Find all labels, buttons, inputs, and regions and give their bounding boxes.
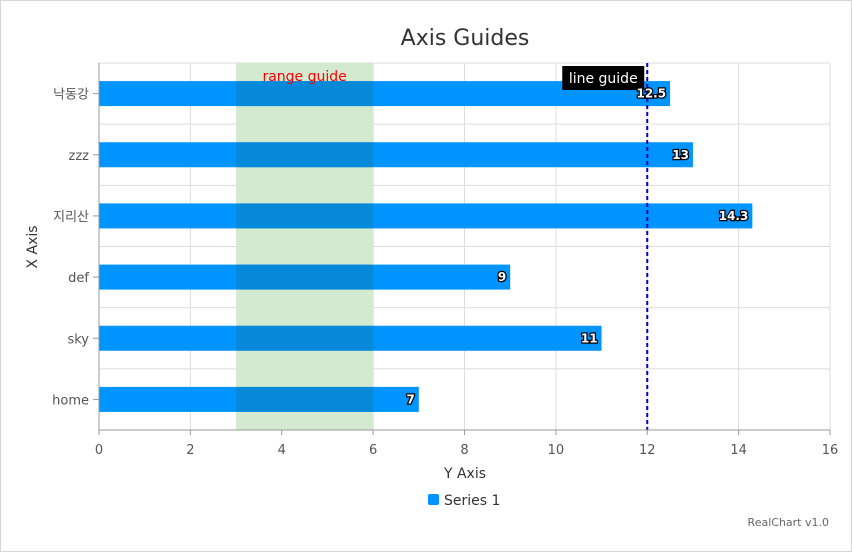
- value-tick-label: 2: [186, 443, 194, 458]
- line-guide-label: line guide: [569, 71, 638, 87]
- value-tick-label: 12: [639, 443, 656, 458]
- range-guide-band: [236, 63, 374, 430]
- data-labels: 12.5 13 14.3 9 11 7: [405, 85, 749, 407]
- category-tick-label: home: [52, 393, 89, 408]
- range-guide: [236, 63, 374, 430]
- category-tick-label: zzz: [69, 149, 90, 164]
- range-guide-overlay: range guide: [236, 69, 374, 412]
- range-guide-overlay: [236, 325, 374, 351]
- range-guide-overlay: [236, 81, 374, 107]
- legend[interactable]: Series 1: [428, 493, 500, 509]
- range-guide-overlay: [236, 264, 374, 290]
- range-guide-label: range guide: [262, 69, 346, 85]
- value-tick-label: 8: [460, 443, 468, 458]
- category-tick-label: def: [68, 271, 89, 286]
- legend-swatch[interactable]: [428, 494, 439, 505]
- data-label: 11: [581, 331, 598, 345]
- data-label: 14.3: [719, 209, 749, 223]
- value-tick-label: 16: [822, 443, 839, 458]
- bar[interactable]: [99, 142, 693, 168]
- data-label: 9: [498, 270, 506, 284]
- x-axis-title: X Axis: [25, 225, 41, 268]
- data-label: 12.5: [636, 87, 666, 101]
- data-label: 7: [406, 392, 414, 406]
- axes: 0 2 4 6 8 10 12 14 16 낙동강 zzz 지리산 def sky home: [52, 63, 838, 458]
- category-tick-label: 낙동강: [53, 88, 89, 103]
- value-tick-label: 14: [730, 443, 747, 458]
- line-guide: line guide: [562, 63, 649, 430]
- data-label: 13: [672, 148, 689, 162]
- chart-title: Axis Guides: [401, 26, 530, 51]
- value-tick-label: 6: [369, 443, 377, 458]
- line-guide-label-box: [562, 66, 645, 90]
- bar[interactable]: [99, 203, 753, 229]
- y-axis-title: Y Axis: [443, 466, 486, 482]
- legend-label-series-1[interactable]: Series 1: [444, 493, 500, 509]
- credit-label: RealChart v1.0: [748, 516, 829, 529]
- category-tick-label: 지리산: [53, 210, 89, 225]
- value-tick-label: 4: [278, 443, 286, 458]
- category-tick-label: sky: [67, 332, 89, 347]
- value-tick-label: 0: [95, 443, 103, 458]
- range-guide-overlay: [236, 142, 374, 168]
- grid: [99, 62, 831, 430]
- value-tick-label: 10: [548, 443, 565, 458]
- range-guide-overlay: [236, 386, 374, 412]
- range-guide-overlay: [236, 203, 374, 229]
